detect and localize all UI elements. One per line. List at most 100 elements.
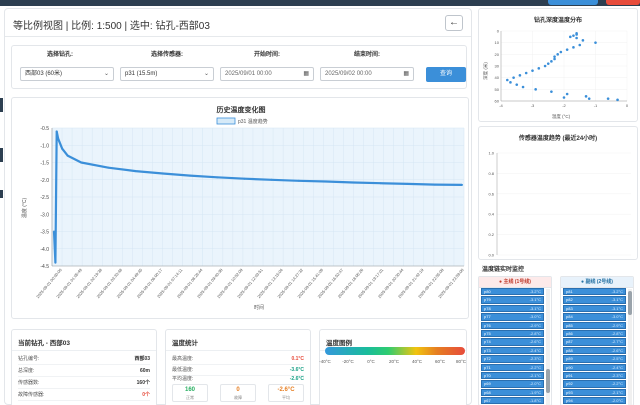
navbar-blue-button[interactable] bbox=[548, 0, 598, 5]
sensor-name: p77 bbox=[484, 314, 491, 320]
sensor-select[interactable]: p31 (15.5m) ⌄ bbox=[120, 67, 214, 81]
depth-point bbox=[562, 96, 566, 99]
monitor-row[interactable]: p84 -3.0°C bbox=[563, 313, 626, 321]
depth-point bbox=[524, 71, 528, 75]
sensor-name: p70 bbox=[484, 372, 491, 378]
history-legend-label[interactable]: p31 温度趋势 bbox=[238, 118, 268, 125]
scrollbar[interactable] bbox=[628, 289, 632, 405]
sensor-select-value: p31 (15.5m) bbox=[125, 71, 158, 77]
monitor-row[interactable]: p91 -2.3°C bbox=[563, 371, 626, 380]
stat-key: 最低温度: bbox=[172, 367, 194, 373]
scrollbar[interactable] bbox=[546, 289, 550, 405]
monitor-row[interactable]: p83 -3.1°C bbox=[563, 304, 626, 313]
start-time-input[interactable]: 2025/09/01 00:00 ▦ bbox=[220, 67, 314, 81]
depth-point bbox=[575, 33, 578, 36]
sensor-temp: -2.8°C bbox=[529, 330, 541, 336]
calendar-icon[interactable]: ▦ bbox=[403, 71, 409, 77]
monitor-row[interactable]: p78 -3.1°C bbox=[481, 304, 544, 313]
scrollbar-thumb[interactable] bbox=[546, 369, 550, 393]
monitor-col2-list[interactable]: p81 -3.2°C p82 -3.1°C p83 -3.1°C p84 -3.0°C p85 -… bbox=[561, 288, 633, 405]
info-key: 传感器数: bbox=[18, 380, 40, 386]
current-borehole-title: 当前钻孔 - 西部03 bbox=[18, 340, 71, 347]
history-chart-title: 历史温度变化图 bbox=[217, 105, 266, 114]
depth-point bbox=[518, 74, 522, 77]
monitor-row[interactable]: p77 -3.0°C bbox=[481, 313, 544, 321]
monitor-row[interactable]: p71 -2.2°C bbox=[481, 363, 544, 371]
scrollbar-thumb[interactable] bbox=[628, 291, 632, 315]
monitor-col1-list[interactable]: p80 -3.2°C p79 -3.1°C p78 -3.1°C p77 -3.0°C p76 -… bbox=[479, 288, 551, 405]
monitor-row[interactable]: p87 -2.7°C bbox=[563, 338, 626, 346]
stat-box-average: -2.6°C 平均 bbox=[268, 384, 304, 402]
sensor-temp: -2.1°C bbox=[611, 389, 623, 395]
info-value: 西部03 bbox=[134, 356, 150, 362]
sensor-name: p68 bbox=[484, 389, 491, 395]
monitor-row[interactable]: p88 -2.6°C bbox=[563, 346, 626, 355]
series-point bbox=[297, 179, 300, 182]
sensor-temp: -3.1°C bbox=[529, 305, 541, 311]
y-tick-label: -4.0 bbox=[40, 247, 49, 253]
depth-point bbox=[534, 88, 537, 91]
temp-legend-title: 温度图例 bbox=[326, 340, 352, 347]
gradient-tick: -20°C bbox=[342, 359, 354, 364]
y-tick-label: 0.0 bbox=[488, 253, 494, 258]
query-button[interactable]: 查询 bbox=[426, 67, 466, 82]
monitor-row[interactable]: p81 -3.2°C bbox=[563, 288, 626, 296]
depth-point bbox=[565, 48, 569, 51]
end-time-input[interactable]: 2025/09/02 00:00 ▦ bbox=[320, 67, 414, 81]
monitor-row[interactable]: p82 -3.1°C bbox=[563, 296, 626, 304]
gradient-tick: 60°C bbox=[434, 359, 446, 364]
depth-point bbox=[553, 55, 556, 58]
depth-chart: 深度 (米) 温度 (°C) 0 10 20 30 40 50 60-4 -3 -2 -1 0 bbox=[482, 29, 629, 121]
sensor-temp: -2.4°C bbox=[611, 364, 623, 370]
depth-point bbox=[616, 98, 619, 102]
y-tick-label: 0 bbox=[497, 29, 500, 34]
monitor-row[interactable]: p79 -3.1°C bbox=[481, 296, 544, 304]
history-x-axis-label: 时间 bbox=[254, 304, 264, 311]
monitor-row[interactable]: p90 -2.4°C bbox=[563, 363, 626, 371]
sensor-temp: -2.5°C bbox=[611, 356, 623, 362]
monitor-row[interactable]: p93 -2.1°C bbox=[563, 388, 626, 397]
gradient-tick: -40°C bbox=[319, 359, 331, 364]
borehole-select[interactable]: 西部03 (60米) ⌄ bbox=[20, 67, 114, 81]
sensor-name: p87 bbox=[566, 339, 573, 345]
monitor-row[interactable]: p69 -2.0°C bbox=[481, 380, 544, 388]
right-sidebar: 钻孔深度温度分布 深度 (米) 温度 (°C) 0 10 20 30 40 50 60 -4 -… bbox=[478, 8, 638, 405]
monitor-row[interactable]: p68 -1.9°C bbox=[481, 388, 544, 397]
chevron-down-icon: ⌄ bbox=[103, 71, 109, 77]
monitor-row[interactable]: p67 -1.8°C bbox=[481, 397, 544, 405]
series-point bbox=[216, 176, 219, 179]
calendar-icon[interactable]: ▦ bbox=[303, 71, 309, 77]
sensor-temp: -3.2°C bbox=[611, 289, 623, 294]
navbar-red-button[interactable] bbox=[606, 0, 640, 5]
back-button[interactable]: ← bbox=[445, 15, 463, 31]
depth-point bbox=[550, 60, 553, 63]
stat-value-min: -3.6°C bbox=[289, 367, 304, 373]
monitor-column-sub: ● 副线 (2号线) p81 -3.2°C p82 -3.1°C p83 -3.1°C p8… bbox=[560, 276, 634, 405]
monitor-column-main: ● 主线 (1号线) p80 -3.2°C p79 -3.1°C p78 -3.1°C p7… bbox=[478, 276, 552, 405]
sensor-temp: -2.7°C bbox=[611, 339, 623, 345]
monitor-row[interactable]: p73 -2.4°C bbox=[481, 346, 544, 355]
monitor-row[interactable]: p94 -2.0°C bbox=[563, 397, 626, 405]
trend-chart-card: 传感器温度趋势 (最近24小时) 0.0 0.2 0.4 0.6 0.8 1.0 bbox=[478, 126, 638, 260]
monitor-row[interactable]: p85 -2.9°C bbox=[563, 321, 626, 329]
series-point bbox=[61, 147, 64, 150]
sensor-name: p75 bbox=[484, 330, 491, 336]
sensor-temp: -2.6°C bbox=[611, 347, 623, 353]
monitor-row[interactable]: p86 -2.8°C bbox=[563, 329, 626, 338]
sensor-label: 选择传感器: bbox=[151, 52, 183, 58]
x-tick-label: -2 bbox=[562, 103, 566, 108]
monitor-row[interactable]: p72 -2.3°C bbox=[481, 355, 544, 363]
sensor-name: p92 bbox=[566, 381, 573, 387]
info-row: 钻孔编号: 西部03 bbox=[18, 354, 150, 365]
sensor-name: p91 bbox=[566, 372, 573, 378]
monitor-row[interactable]: p89 -2.5°C bbox=[563, 355, 626, 363]
monitor-row[interactable]: p75 -2.8°C bbox=[481, 329, 544, 338]
sensor-temp: -2.2°C bbox=[611, 381, 623, 387]
depth-point bbox=[559, 50, 563, 54]
monitor-row[interactable]: p76 -2.9°C bbox=[481, 321, 544, 329]
sensor-name: p69 bbox=[484, 381, 491, 387]
monitor-row[interactable]: p92 -2.2°C bbox=[563, 380, 626, 388]
monitor-row[interactable]: p80 -3.2°C bbox=[481, 288, 544, 296]
monitor-row[interactable]: p74 -2.6°C bbox=[481, 338, 544, 346]
monitor-row[interactable]: p70 -2.1°C bbox=[481, 371, 544, 380]
